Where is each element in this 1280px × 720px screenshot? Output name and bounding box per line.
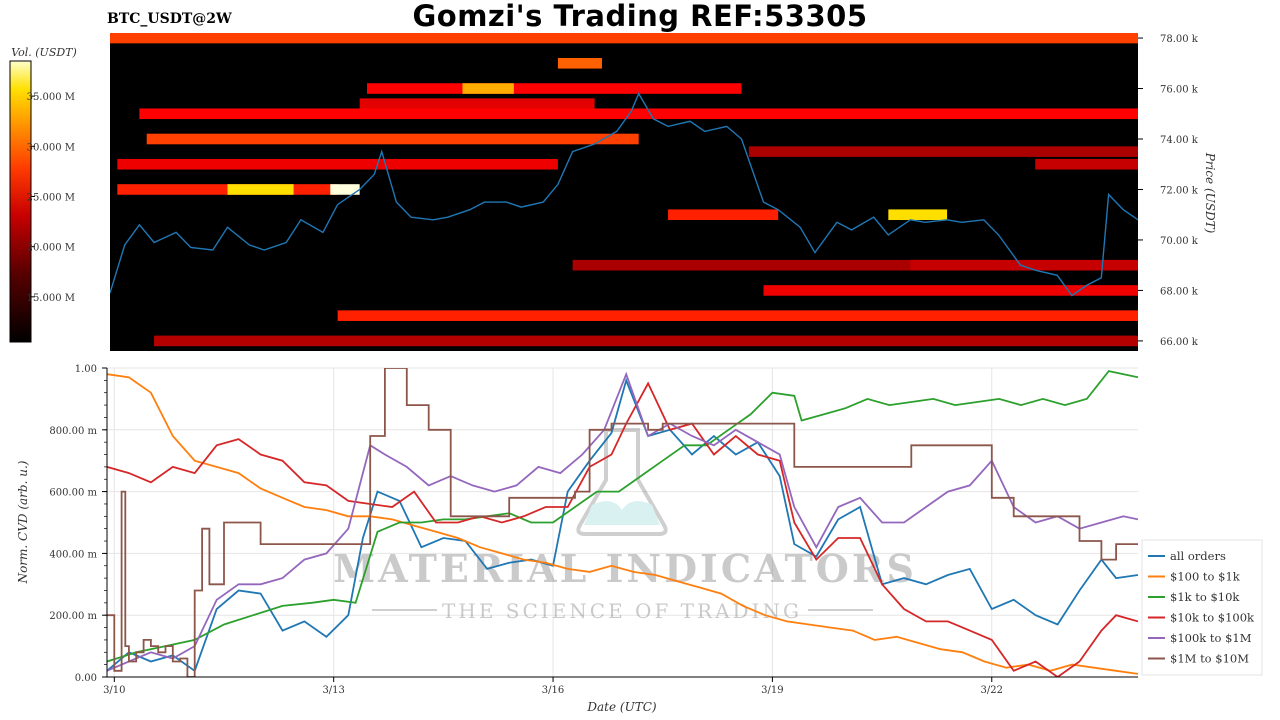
liquidity-band: [763, 285, 1138, 296]
liquidity-band: [337, 310, 1138, 321]
liquidity-band: [359, 98, 595, 109]
x-tick-label: 3/10: [103, 685, 125, 696]
y-tick-label: 400.00 m: [49, 549, 97, 560]
y-tick-label: 600.00 m: [49, 488, 97, 499]
price-axis: 66.00 k 68.00 k 70.00 k 72.00 k 74.00 k 76.00…: [1138, 34, 1199, 348]
liquidity-bands: [110, 33, 1138, 347]
liquidity-band: [117, 158, 558, 170]
cvd-series: [107, 368, 1138, 677]
cvd-series-line: [107, 373, 1138, 675]
legend-label: $100 to $1k: [1170, 570, 1241, 584]
legend-label: $100k to $1M: [1170, 631, 1252, 645]
price-line: [110, 92, 1138, 297]
legend-label: $1k to $10k: [1170, 590, 1240, 604]
liquidity-band: [557, 57, 602, 69]
liquidity-band: [139, 108, 1138, 120]
price-tick-label: 76.00 k: [1160, 85, 1199, 96]
legend-items: all orders $100 to $1k $1k to $10k $10k to …: [1148, 549, 1255, 666]
colorbar-tick-label: 30.000 M: [27, 142, 75, 153]
symbol-label: BTC_USDT@2W: [107, 11, 232, 27]
cvd-y-ticks: 0.00 200.00 m 400.00 m 600.00 m 800.00 m 1.00: [49, 364, 107, 684]
price-tick-label: 74.00 k: [1160, 135, 1199, 146]
price-tick-label: 72.00 k: [1160, 185, 1199, 196]
liquidity-band: [330, 184, 360, 195]
liquidity-band: [748, 146, 1138, 157]
liquidity-band: [227, 184, 294, 195]
liquidity-band: [146, 133, 639, 145]
colorbar: [9, 60, 32, 343]
colorbar-label: Vol. (USDT): [11, 46, 77, 59]
liquidity-band: [572, 259, 999, 271]
liquidity-band: [668, 209, 779, 221]
watermark-brand: MATERIAL INDICATORS: [333, 546, 917, 591]
cvd-series-line: [107, 377, 1138, 673]
legend-label: $10k to $100k: [1170, 611, 1255, 625]
colorbar-tick-label: 15.000 M: [27, 293, 75, 304]
liquidity-band: [910, 259, 1138, 271]
cvd-series-line: [107, 370, 1138, 663]
liquidity-band: [1035, 158, 1138, 170]
legend-label: all orders: [1170, 549, 1226, 563]
legend: [1141, 539, 1263, 676]
colorbar-ticks: 15.000 M 20.000 M 25.000 M 30.000 M 35.000 M: [27, 92, 75, 304]
liquidity-band: [154, 335, 1138, 347]
liquidity-band: [110, 33, 1138, 44]
legend-label: $1M to $10M: [1170, 652, 1249, 666]
cvd-series-line: [107, 371, 1138, 672]
liquidity-band: [367, 83, 742, 94]
price-tick-label: 66.00 k: [1160, 337, 1199, 348]
price-axis-label: Price (USDT): [1203, 152, 1217, 234]
cvd-x-axis-label: Date (UTC): [586, 700, 656, 714]
price-tick-label: 70.00 k: [1160, 236, 1199, 247]
cvd-y-axis-label: Norm. CVD (arb. u.): [16, 460, 30, 584]
y-tick-label: 1.00: [75, 364, 97, 375]
price-tick-label: 68.00 k: [1160, 286, 1199, 297]
x-tick-label: 3/22: [981, 685, 1003, 696]
liquidity-band: [888, 209, 948, 221]
y-tick-label: 200.00 m: [49, 611, 97, 622]
colorbar-tick-label: 20.000 M: [27, 243, 75, 254]
cvd-series-line: [107, 368, 1138, 677]
liquidity-band: [462, 83, 514, 94]
watermark-tagline: THE SCIENCE OF TRADING: [442, 599, 802, 623]
chart-title: Gomzi's Trading REF:53305: [412, 0, 868, 33]
colorbar-tick-label: 25.000 M: [27, 192, 75, 203]
cvd-x-ticks: 3/10 3/13 3/16 3/19 3/22: [103, 677, 1003, 696]
x-tick-label: 3/16: [542, 685, 564, 696]
x-tick-label: 3/19: [761, 685, 783, 696]
flask-icon: [576, 428, 668, 536]
colorbar-tick-label: 35.000 M: [27, 92, 75, 103]
y-tick-label: 800.00 m: [49, 426, 97, 437]
y-tick-label: 0.00: [75, 673, 97, 684]
x-tick-label: 3/13: [322, 685, 344, 696]
price-tick-label: 78.00 k: [1160, 34, 1199, 45]
